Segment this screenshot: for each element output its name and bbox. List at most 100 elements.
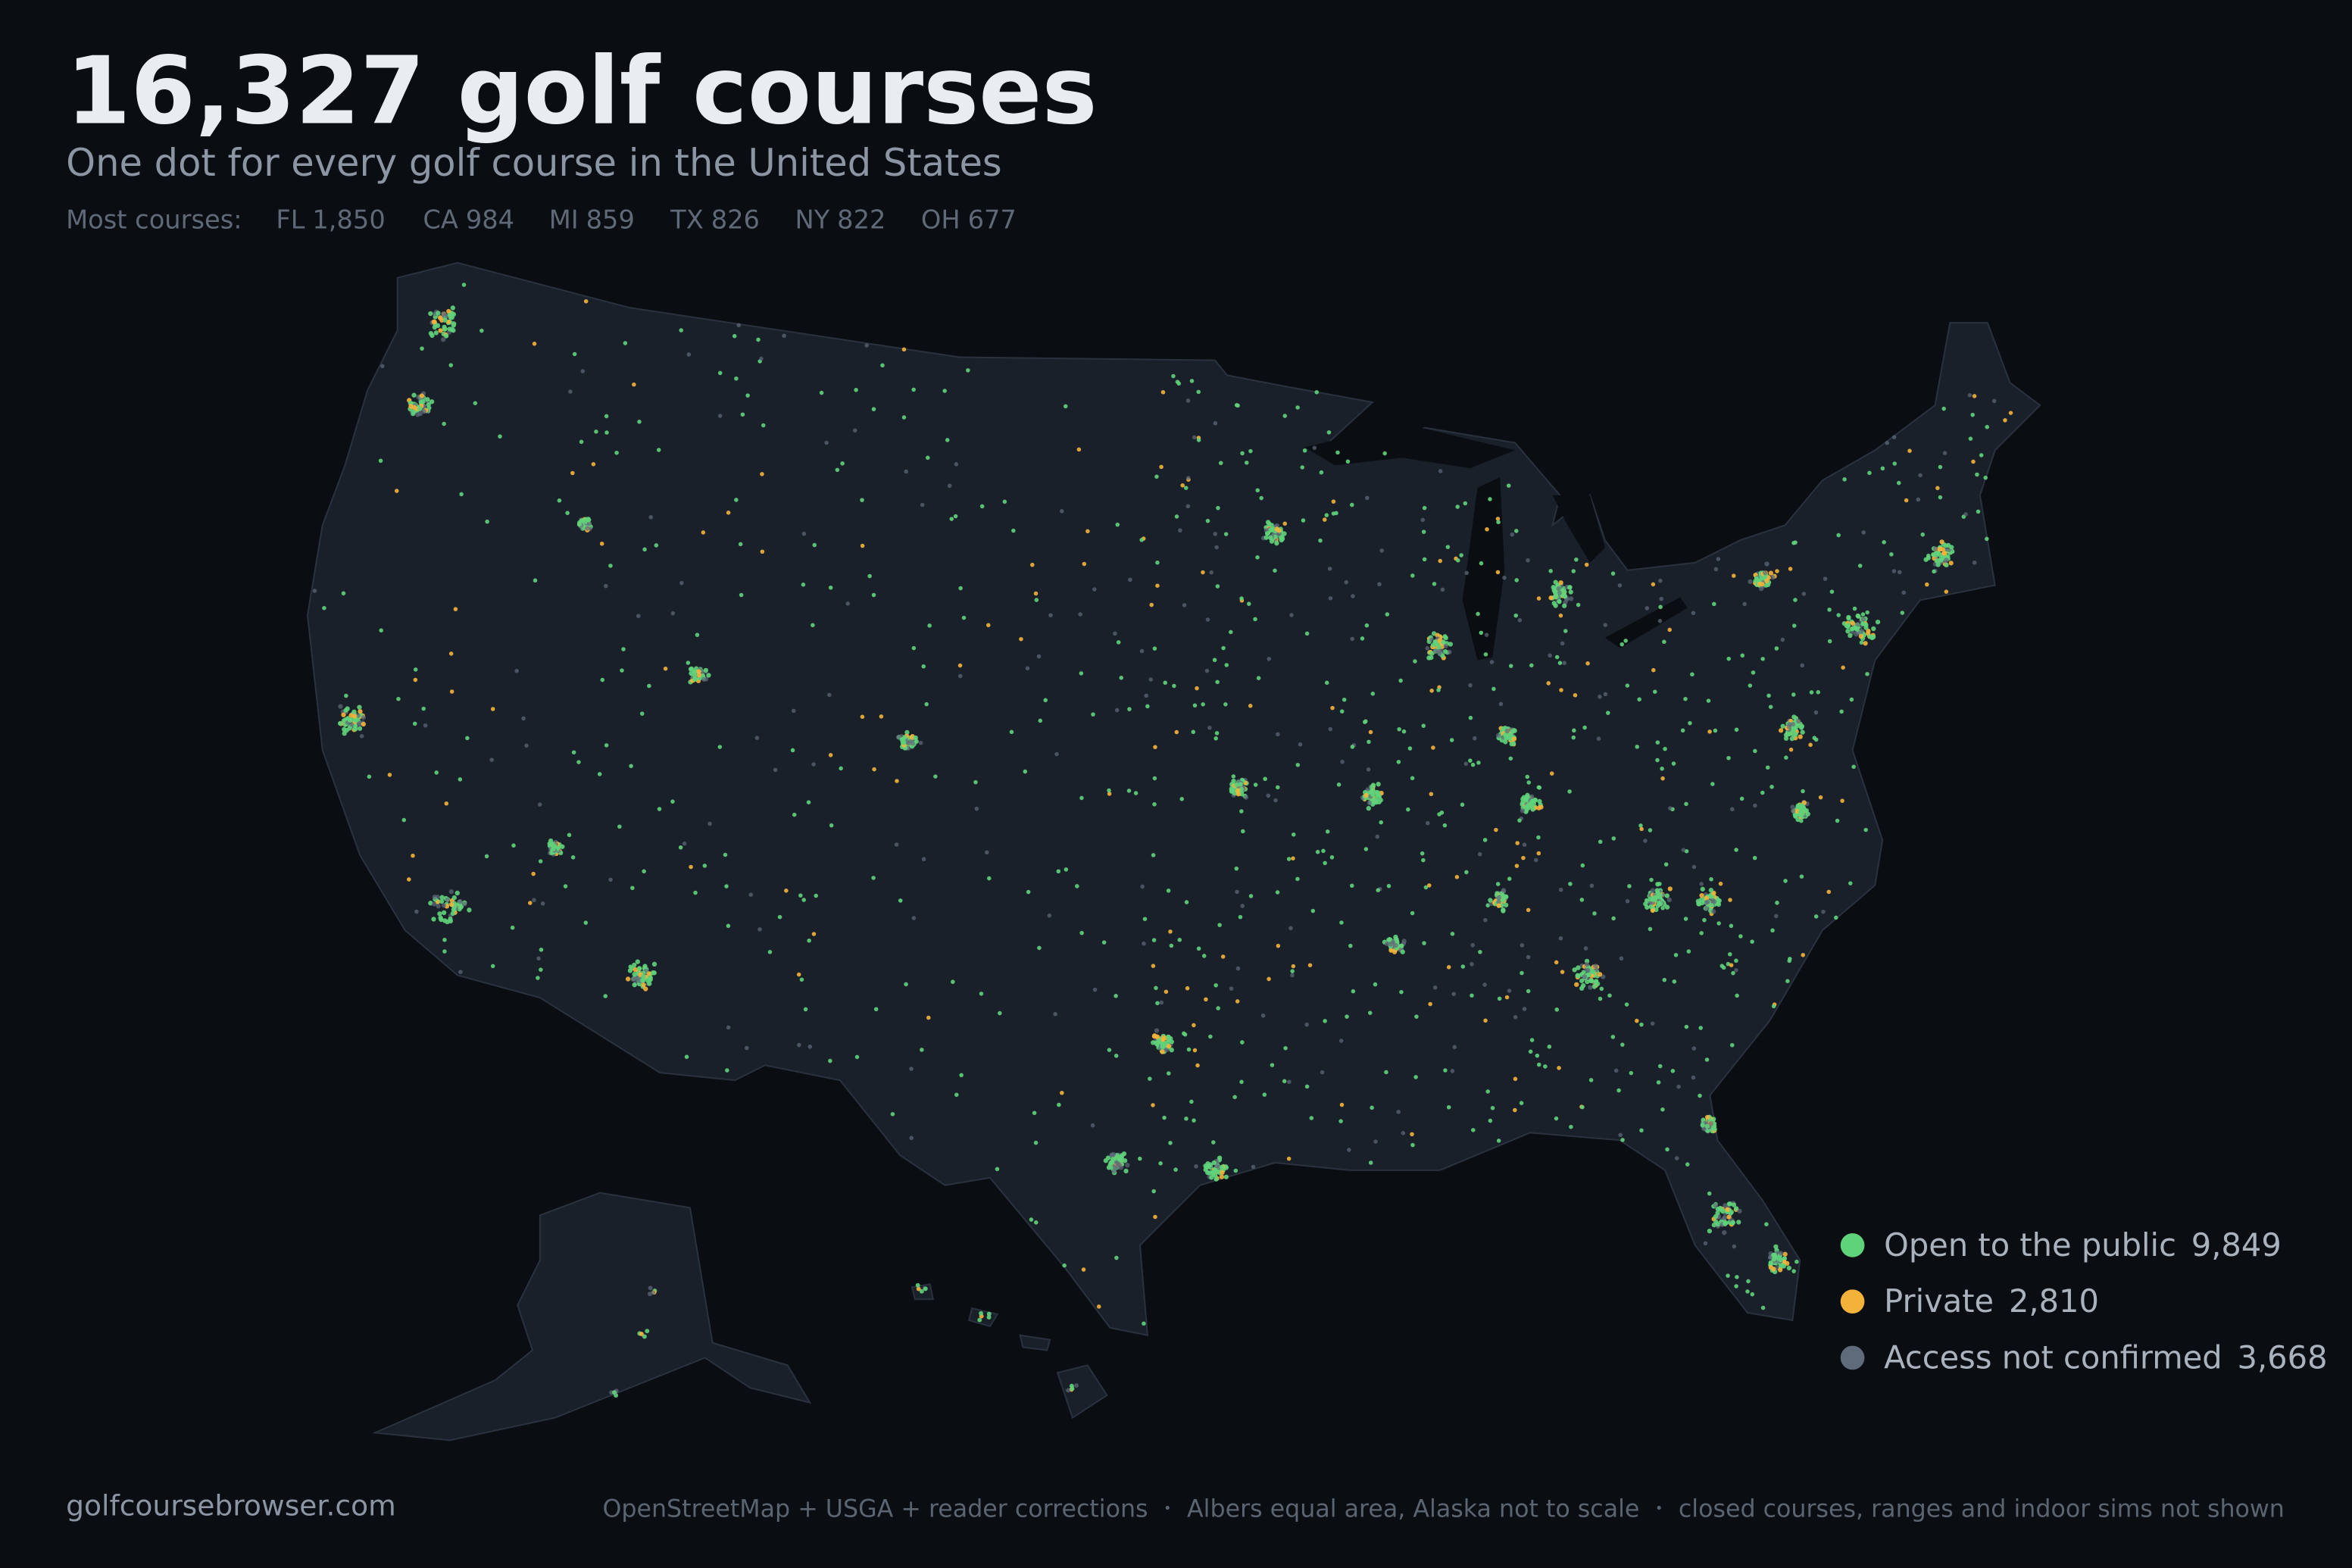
course-dot bbox=[1063, 404, 1068, 409]
course-dot bbox=[1611, 916, 1616, 921]
alaska bbox=[372, 1192, 812, 1441]
course-dot bbox=[1720, 1208, 1726, 1214]
course-dot bbox=[1787, 958, 1791, 964]
course-dot bbox=[904, 982, 908, 987]
course-dot bbox=[532, 342, 537, 346]
course-dot bbox=[1195, 686, 1199, 691]
course-dot bbox=[1488, 1118, 1493, 1123]
course-dot bbox=[824, 440, 829, 445]
course-dot bbox=[867, 573, 872, 579]
course-dot bbox=[954, 462, 959, 467]
course-dot bbox=[1801, 592, 1807, 596]
course-dot bbox=[1184, 1117, 1188, 1121]
course-dot bbox=[1054, 751, 1059, 757]
course-dot bbox=[1591, 984, 1597, 989]
course-dot bbox=[1834, 915, 1838, 920]
course-dot bbox=[630, 886, 635, 891]
course-dot bbox=[1655, 757, 1660, 763]
course-dot bbox=[913, 735, 918, 741]
course-dot bbox=[1517, 818, 1522, 823]
course-dot bbox=[1079, 930, 1084, 935]
course-dot bbox=[570, 855, 576, 860]
course-dot bbox=[1196, 389, 1201, 395]
course-dot bbox=[1451, 992, 1457, 997]
course-dot bbox=[1529, 804, 1535, 809]
course-dot bbox=[1144, 693, 1149, 698]
course-dot bbox=[1735, 1275, 1739, 1279]
course-dot bbox=[1861, 530, 1866, 535]
course-dot bbox=[1454, 875, 1460, 879]
course-dot bbox=[1918, 473, 1923, 478]
course-dot bbox=[807, 1044, 813, 1049]
course-dot bbox=[586, 521, 592, 526]
course-dot bbox=[686, 661, 691, 665]
course-dot bbox=[1448, 642, 1454, 647]
course-dot bbox=[1443, 635, 1448, 641]
course-dot bbox=[1568, 596, 1574, 601]
course-dot bbox=[379, 628, 383, 633]
legend-swatch bbox=[1840, 1345, 1865, 1370]
course-dot bbox=[1848, 633, 1853, 639]
course-dot bbox=[1639, 1128, 1644, 1133]
course-dot bbox=[1651, 897, 1656, 902]
course-dot bbox=[1562, 589, 1567, 595]
course-dot bbox=[1704, 1114, 1710, 1120]
course-dot bbox=[679, 328, 683, 333]
course-dot bbox=[1699, 892, 1704, 898]
course-dot bbox=[445, 897, 450, 903]
course-dot bbox=[1036, 654, 1042, 659]
course-dot bbox=[1431, 745, 1435, 750]
course-dot bbox=[1517, 617, 1523, 623]
course-dot bbox=[1485, 526, 1489, 532]
course-dot bbox=[411, 392, 417, 398]
course-dot bbox=[1367, 739, 1371, 745]
course-dot bbox=[1793, 540, 1798, 545]
course-dot bbox=[1107, 792, 1112, 796]
course-dot bbox=[911, 916, 917, 920]
course-dot bbox=[510, 925, 515, 930]
course-dot bbox=[811, 762, 816, 767]
course-dot bbox=[1533, 857, 1538, 863]
course-dot bbox=[1597, 972, 1603, 977]
course-dot bbox=[1442, 823, 1448, 828]
course-dot bbox=[1482, 838, 1488, 842]
course-dot bbox=[1688, 720, 1692, 726]
course-dot bbox=[1526, 780, 1532, 785]
course-dot bbox=[1603, 623, 1608, 627]
course-dot bbox=[1579, 978, 1585, 983]
course-dot bbox=[1255, 555, 1260, 560]
course-dot bbox=[1023, 769, 1028, 774]
course-dot bbox=[1363, 792, 1369, 798]
course-dot bbox=[1182, 1032, 1188, 1037]
course-dot bbox=[453, 607, 458, 611]
course-dot bbox=[1213, 1168, 1218, 1173]
course-dot bbox=[1757, 581, 1763, 587]
course-dot bbox=[1722, 1215, 1727, 1220]
course-dot bbox=[1213, 1176, 1219, 1182]
course-dot bbox=[1323, 861, 1327, 866]
course-dot bbox=[528, 901, 533, 905]
course-dot bbox=[1576, 602, 1581, 608]
course-dot bbox=[1421, 529, 1426, 534]
course-dot bbox=[1248, 894, 1254, 898]
course-dot bbox=[1497, 996, 1502, 1001]
course-dot bbox=[1558, 613, 1563, 618]
course-dot bbox=[465, 736, 470, 741]
course-dot bbox=[441, 910, 447, 916]
course-dot bbox=[1729, 923, 1734, 929]
course-dot bbox=[361, 721, 366, 727]
course-dot bbox=[1771, 1004, 1776, 1009]
course-dot bbox=[806, 800, 811, 804]
course-dot bbox=[1273, 568, 1277, 573]
course-dot bbox=[312, 589, 317, 593]
course-dot bbox=[1572, 728, 1576, 733]
course-dot bbox=[1253, 782, 1258, 787]
course-dot bbox=[651, 961, 657, 967]
course-dot bbox=[648, 1285, 653, 1291]
course-dot bbox=[1558, 935, 1563, 941]
course-dot bbox=[1178, 528, 1182, 533]
course-dot bbox=[1715, 1210, 1720, 1216]
course-dot bbox=[1304, 1022, 1309, 1027]
course-dot bbox=[1160, 389, 1166, 395]
